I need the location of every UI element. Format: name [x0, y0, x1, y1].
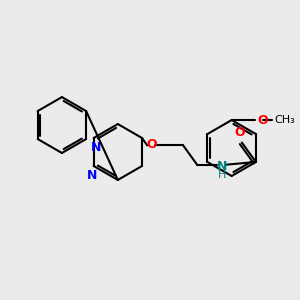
Text: N: N [86, 169, 97, 182]
Text: H: H [218, 170, 226, 180]
Text: N: N [217, 160, 227, 173]
Text: N: N [90, 141, 101, 154]
Text: O: O [146, 138, 157, 151]
Text: CH₃: CH₃ [274, 115, 295, 125]
Text: O: O [257, 113, 268, 127]
Text: O: O [235, 126, 245, 139]
